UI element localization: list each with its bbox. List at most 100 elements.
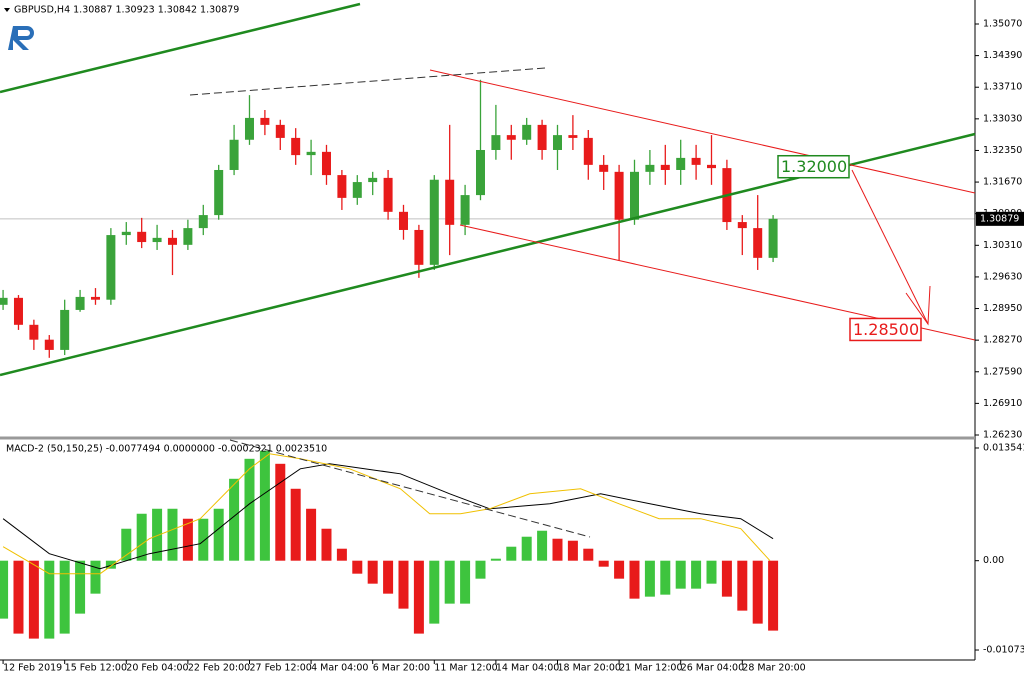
plot-layer	[0, 79, 975, 639]
histogram-bar	[706, 560, 717, 584]
candle-body	[691, 157, 701, 165]
candle-body	[106, 235, 116, 300]
x-tick-label: 15 Feb 12:00	[65, 663, 127, 674]
histogram-bar	[644, 560, 655, 597]
histogram-bar	[583, 548, 594, 561]
histogram-bar	[28, 560, 39, 639]
y-tick-label: 1.28950	[983, 303, 1022, 314]
y-tick-label: 1.28270	[983, 335, 1022, 346]
histogram-bar	[229, 478, 240, 561]
candle-body	[183, 228, 193, 245]
candle-body	[645, 164, 655, 172]
candle-body	[321, 151, 331, 176]
annotation-box	[777, 154, 850, 179]
candle-body	[475, 149, 485, 196]
y-tick-label: 1.26910	[983, 398, 1022, 409]
channel-line	[429, 69, 976, 194]
candle-body	[599, 164, 609, 172]
candle-body	[60, 309, 70, 350]
histogram-bar	[614, 560, 625, 579]
candle-body	[383, 177, 393, 212]
forecast-arrow	[851, 169, 929, 325]
histogram-bar	[244, 458, 255, 561]
histogram-bar	[691, 560, 702, 589]
histogram-bar	[75, 560, 86, 614]
menu-triangle	[4, 8, 10, 12]
y-tick-label: 1.35070	[983, 18, 1022, 29]
candle-body	[368, 177, 378, 183]
histogram-bar	[352, 560, 363, 574]
candle-body	[629, 171, 639, 220]
arrow-head	[905, 285, 931, 326]
histogram-bar	[321, 528, 332, 561]
candle-body	[337, 175, 347, 198]
histogram-bar	[59, 560, 70, 634]
histogram-bar	[506, 546, 517, 561]
candle-body	[0, 297, 8, 305]
candle-body	[137, 231, 147, 243]
annotation-label: 1.32000	[781, 157, 847, 176]
histogram-bar	[413, 560, 424, 634]
indicator-title: MACD-2 (50,150,25) -0.0077494 0.0000000 …	[6, 444, 327, 455]
histogram-bar	[460, 560, 471, 604]
candle-body	[75, 296, 85, 310]
histogram-bar	[598, 560, 609, 567]
histogram-bar	[675, 560, 686, 589]
histogram-bar	[336, 548, 347, 561]
candle-body	[352, 182, 362, 198]
channel-line	[0, 2, 361, 94]
candle-body	[614, 171, 624, 220]
candle-body	[198, 215, 208, 229]
y-tick-label: 1.26230	[983, 430, 1022, 441]
histogram-bar	[552, 538, 563, 561]
x-tick-label: 20 Feb 04:00	[126, 663, 188, 674]
candle-body	[167, 237, 177, 245]
histogram-bar	[567, 540, 578, 561]
candle-body	[460, 195, 470, 225]
y-tick-label: 1.31670	[983, 177, 1022, 188]
x-tick-label: 18 Mar 20:00	[557, 663, 620, 674]
candle-body	[537, 124, 547, 150]
histogram-bar	[198, 518, 209, 561]
y-tick-label: 1.30310	[983, 240, 1022, 251]
x-tick-label: 11 Mar 12:00	[434, 663, 497, 674]
y-tick-label: 1.33710	[983, 82, 1022, 93]
chart-title: GBPUSD,H4 1.30887 1.30923 1.30842 1.3087…	[14, 5, 239, 16]
x-tick-label: 22 Feb 20:00	[188, 663, 250, 674]
histogram-bar	[521, 536, 532, 561]
histogram-bar	[290, 488, 301, 561]
candle-body	[229, 139, 239, 170]
candle-body	[90, 296, 100, 300]
histogram-bar	[152, 508, 163, 561]
histogram-bar	[537, 530, 548, 561]
histogram-bar	[629, 560, 640, 599]
histogram-bar	[182, 518, 193, 561]
indicator-line	[2, 453, 771, 575]
candle-body	[491, 135, 501, 150]
x-tick-label: 4 Mar 04:00	[311, 663, 368, 674]
y-tick-label: 1.27590	[983, 366, 1022, 377]
last-price-tag	[976, 211, 1024, 226]
y-tick-label: 0.013541	[983, 442, 1024, 453]
annotation-box	[849, 317, 922, 342]
candle-body	[214, 169, 224, 216]
x-tick-label: 27 Feb 12:00	[249, 663, 311, 674]
candle-body	[260, 117, 270, 125]
histogram-bar	[259, 450, 270, 561]
candle-body	[522, 124, 532, 140]
y-tick-label: 1.33030	[983, 113, 1022, 124]
candle-body	[706, 164, 716, 169]
candle-body	[583, 137, 593, 165]
candle-body	[753, 228, 763, 258]
x-tick-label: 14 Mar 04:00	[496, 663, 559, 674]
candle-body	[768, 218, 778, 258]
x-tick-label: 26 Mar 04:00	[681, 663, 744, 674]
candle-body	[552, 135, 562, 150]
last-price-label: 1.30879	[980, 213, 1019, 224]
y-tick-label: 1.34390	[983, 50, 1022, 61]
candle-body	[398, 211, 408, 230]
y-tick-label: 0.00	[983, 555, 1004, 566]
histogram-bar	[0, 560, 9, 619]
candle-body	[414, 229, 424, 265]
